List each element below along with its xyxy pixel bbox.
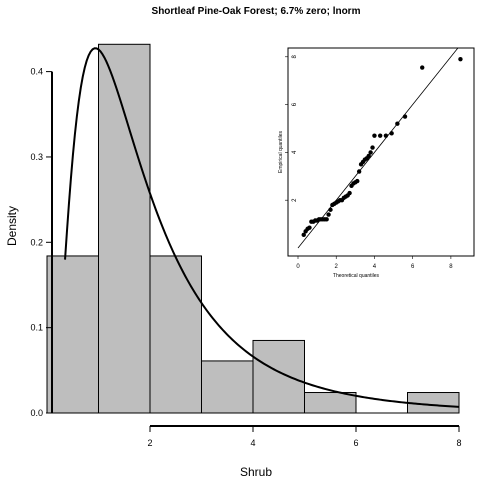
x-tick-label-2: 6	[353, 438, 358, 448]
x-axis-label: Shrub	[240, 465, 272, 479]
qq-x-tick-label-3: 6	[411, 264, 415, 270]
x-tick-label-3: 8	[456, 438, 461, 448]
qq-y-tick-label-2: 6	[292, 102, 298, 106]
qq-point-4	[307, 225, 312, 230]
qq-point-1	[301, 232, 306, 238]
histogram-bar-2	[98, 43, 151, 414]
qq-point-36	[368, 150, 373, 155]
qq-y-tick-label-0: 2	[292, 198, 298, 202]
qq-point-38	[372, 133, 377, 138]
qq-point-43	[402, 114, 408, 119]
y-tick-label-1: 0.1	[30, 323, 43, 333]
qq-y-tick-label-1: 4	[292, 150, 298, 154]
qq-x-tick-label-2: 4	[373, 264, 377, 270]
y-axis-label: Density	[5, 206, 19, 246]
qq-reference-line	[297, 48, 459, 249]
qq-point-35	[366, 153, 371, 159]
qq-point-30	[356, 169, 362, 174]
qq-x-tick-label-0: 0	[296, 264, 300, 270]
qq-point-42	[395, 121, 400, 126]
qq-point-25	[347, 190, 352, 196]
qq-plot-frame	[287, 47, 475, 257]
qq-point-13	[324, 217, 329, 222]
qq-x-label: Theoretical quantiles	[333, 273, 380, 279]
qq-x-tick-label-4: 8	[449, 264, 453, 270]
histogram-bar-1	[46, 255, 99, 414]
qq-axes: 0 2 4 6 8 2 4 6 8	[285, 54, 453, 270]
qq-x-tick-label-1: 2	[335, 264, 339, 270]
qq-plot-inset: 0 2 4 6 8 2 4 6 8 Theoretical quantiles Empirica…	[278, 47, 475, 279]
histogram-bar-5	[252, 339, 305, 414]
y-tick-label-2: 0.2	[30, 237, 43, 247]
qq-y-label: Empirical quantiles	[278, 131, 284, 173]
y-tick-label-0: 0.0	[30, 408, 43, 418]
qq-y-tick-label-3: 8	[292, 54, 298, 58]
histogram-bar-4	[201, 360, 254, 414]
qq-point-15	[328, 207, 333, 212]
chart-title: Shortleaf Pine-Oak Forest; 6.7% zero; ln…	[152, 6, 361, 17]
histogram-bar-3	[149, 255, 202, 414]
density-curve	[64, 47, 460, 408]
qq-point-39	[377, 133, 383, 138]
qq-point-40	[383, 133, 389, 138]
y-tick-label-4: 0.4	[30, 67, 43, 77]
qq-point-37	[370, 145, 375, 150]
main-axes: 0.0 0.1 0.2 0.3 0.4 2 4 6 8	[30, 67, 461, 448]
qq-point-45	[458, 56, 463, 62]
qq-point-41	[389, 131, 394, 136]
x-tick-label-1: 4	[250, 438, 255, 448]
qq-point-29	[355, 178, 360, 184]
qq-point-14	[326, 212, 331, 217]
qq-point-44	[420, 65, 425, 70]
x-tick-label-0: 2	[147, 438, 152, 448]
y-tick-label-3: 0.3	[30, 152, 43, 162]
histogram-bar-6	[304, 392, 357, 414]
qq-points	[301, 56, 463, 238]
